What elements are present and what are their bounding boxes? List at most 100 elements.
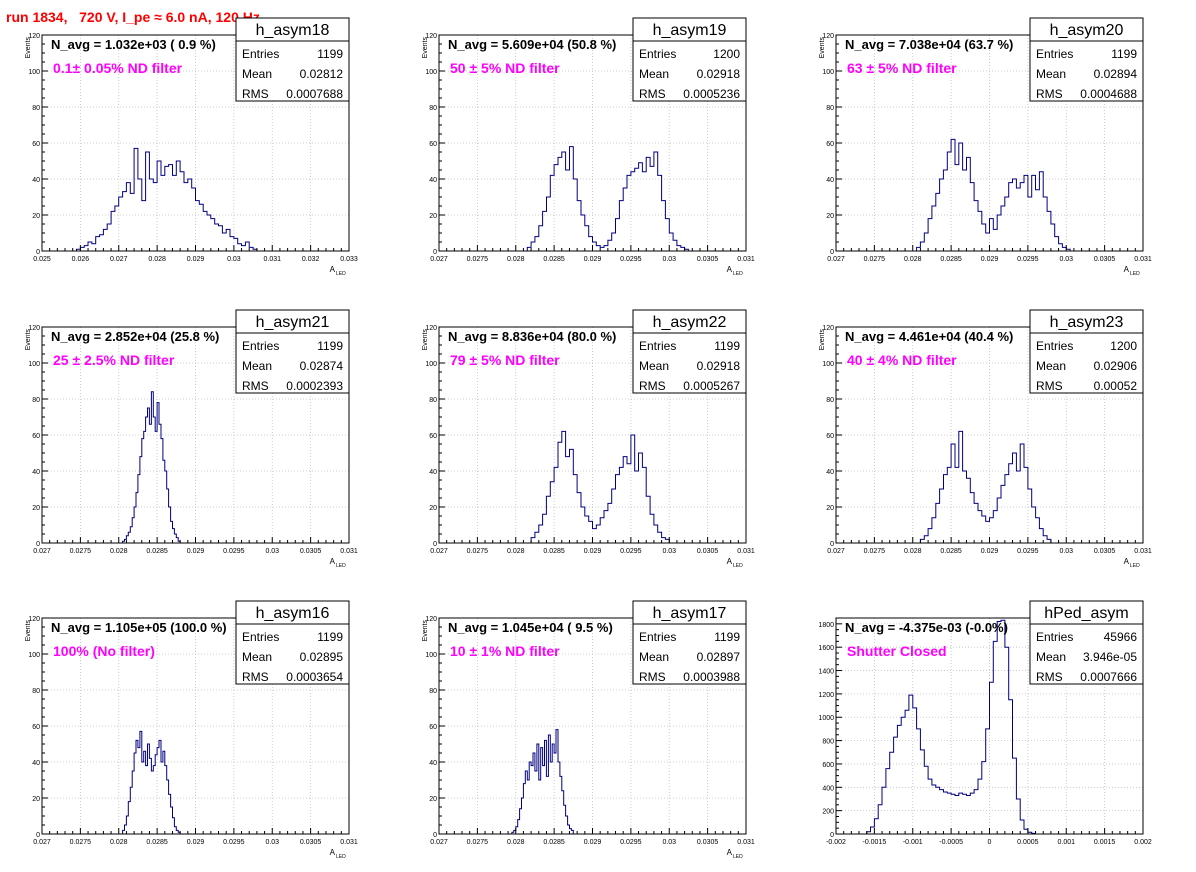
stats-entries-label: Entries [1036,339,1073,353]
stats-rms-value: 0.0005236 [683,87,740,101]
stats-box-frame [1029,309,1144,394]
y-tick-label: 60 [826,141,834,148]
histogram-line-h_asym16 [122,730,181,834]
stats-entries-value: 1200 [713,47,740,61]
x-tick-label: 0.0285 [146,548,168,555]
x-tick-label: 0.0295 [223,548,245,555]
y-tick-label: 40 [32,760,40,767]
y-tick-label: 100 [425,652,437,659]
y-tick-label: 60 [32,724,40,731]
y-tick-label: 120 [28,616,40,623]
x-tick-label: 0.027 [827,256,845,263]
stats-box-frame [1029,17,1144,102]
stats-box-title: h_asym21 [256,314,330,331]
y-tick-label: 100 [822,69,834,76]
y-axis-label: Events [819,37,826,59]
x-tick-label: 0.0275 [467,548,489,555]
stats-rms-label: RMS [242,670,269,684]
y-tick-label: 1600 [818,645,834,652]
y-tick-label: 0 [830,249,834,256]
y-tick-label: 20 [429,796,437,803]
x-tick-label: 0.0295 [223,839,245,846]
histogram-line-h_asym17 [511,729,574,834]
y-tick-label: 1400 [818,669,834,676]
x-tick-label: 0.0295 [1017,256,1039,263]
x-axis-label: A [1124,557,1130,566]
y-tick-label: 80 [32,688,40,695]
stats-box-title: h_asym19 [653,22,727,39]
x-tick-label: 0.027 [110,256,128,263]
x-tick-label: 0.0295 [1017,548,1039,555]
stats-mean-label: Mean [242,359,272,373]
x-tick-label: 0.028 [507,548,525,555]
stats-rms-value: 0.0003654 [286,670,343,684]
y-tick-label: 0 [36,249,40,256]
y-tick-label: 60 [32,433,40,440]
x-tick-label: 0.0295 [620,548,642,555]
stats-mean-value: 3.946e-05 [1083,650,1137,664]
histogram-panel-h_asym21: 0.027 0.0275 0.028 0.0285 0.029 0.0295 0.03 0.0… [25,309,358,569]
navg-label: N_avg = 1.105e+05 (100.0 %) [51,620,227,635]
x-tick-label: 0.03 [265,548,279,555]
histogram-line-h_asym18 [76,147,258,251]
stats-rms-value: 0.0002393 [286,379,343,393]
stats-entries-value: 1199 [317,630,343,644]
x-axis-label-subscript: LED [733,271,743,277]
y-tick-label: 1200 [818,692,834,699]
x-tick-label: 0.029 [584,839,602,846]
stats-entries-label: Entries [639,47,676,61]
stats-box-title: h_asym16 [256,605,330,622]
stats-rms-label: RMS [242,87,269,101]
stats-box-title: hPed_asym [1044,605,1129,622]
x-tick-label: 0.0305 [697,256,719,263]
y-tick-label: 60 [429,433,437,440]
y-tick-label: 40 [826,469,834,476]
filter-label: 40 ± 4% ND filter [847,352,957,368]
stats-box: h_asym22 Entries 1199 Mean 0.02918 RMS 0.00052… [632,309,747,394]
x-axis-label-subscript: LED [336,271,346,277]
stats-entries-label: Entries [242,47,279,61]
histogram-line-h_asym19 [526,146,689,251]
navg-label: N_avg = 8.836e+04 (80.0 %) [448,329,616,344]
stats-mean-value: 0.02874 [300,359,344,373]
stats-entries-label: Entries [639,339,676,353]
x-tick-label: 0 [988,839,992,846]
y-tick-label: 20 [32,505,40,512]
x-tick-label: 0.03 [662,548,676,555]
y-tick-label: 0 [433,832,437,839]
stats-mean-label: Mean [1036,359,1066,373]
stats-rms-label: RMS [242,379,269,393]
x-axis-label: A [330,848,336,857]
x-tick-label: 0.0285 [940,548,962,555]
histogram-panel-h_asym18: 0.025 0.026 0.027 0.028 0.029 0.03 0.031 0.032 0… [25,17,358,277]
x-tick-label: 0.028 [507,839,525,846]
y-tick-label: 120 [28,325,40,332]
y-tick-label: 40 [429,177,437,184]
stats-mean-value: 0.02812 [300,67,344,81]
y-tick-label: 0 [36,832,40,839]
navg-label: N_avg = 5.609e+04 (50.8 %) [448,37,616,52]
x-tick-label: 0.027 [430,256,448,263]
x-tick-label: 0.0015 [1094,839,1116,846]
x-tick-label: 0.031 [737,256,755,263]
histogram-panel-h_asym22: 0.027 0.0275 0.028 0.0285 0.029 0.0295 0.03 0.0… [422,309,755,569]
histogram-panel-h_asym23: 0.027 0.0275 0.028 0.0285 0.029 0.0295 0.03 0.0… [819,309,1152,569]
x-tick-label: 0.028 [904,548,922,555]
filter-label: 79 ± 5% ND filter [450,352,560,368]
histogram-panel-h_asym19: 0.027 0.0275 0.028 0.0285 0.029 0.0295 0.03 0.0… [422,17,755,277]
stats-rms-label: RMS [1036,87,1063,101]
y-tick-label: 20 [32,796,40,803]
x-tick-label: 0.028 [507,256,525,263]
y-tick-label: 40 [32,469,40,476]
y-axis-label: Events [25,620,32,642]
x-tick-label: 0.0305 [300,548,322,555]
stats-box-frame [632,17,747,102]
stats-mean-value: 0.02918 [697,67,741,81]
stats-box-title: h_asym20 [1050,22,1124,39]
x-tick-label: 0.028 [110,548,128,555]
stats-box: h_asym17 Entries 1199 Mean 0.02897 RMS 0.00039… [632,600,747,685]
y-tick-label: 20 [429,213,437,220]
y-tick-label: 80 [429,688,437,695]
navg-label: N_avg = 4.461e+04 (40.4 %) [845,329,1013,344]
stats-mean-label: Mean [639,650,669,664]
